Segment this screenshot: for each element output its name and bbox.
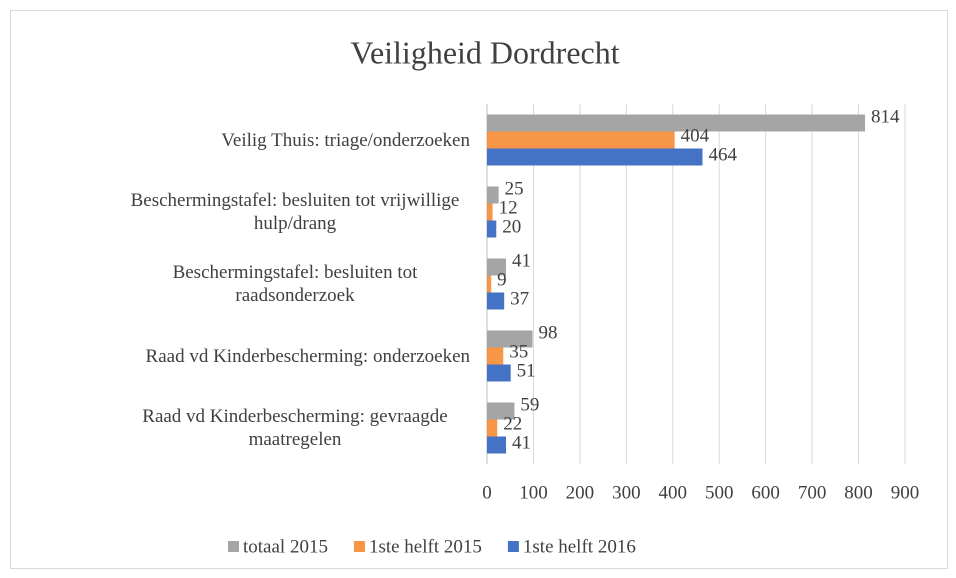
- data-label: 59: [520, 394, 539, 415]
- bar: [487, 275, 492, 293]
- data-label: 464: [709, 144, 738, 165]
- data-label: 22: [503, 413, 522, 434]
- y-tick-label: Raad vd Kinderbescherming: onderzoeken: [145, 345, 470, 367]
- category-label-box: Veilig Thuis: triage/onderzoeken: [0, 104, 470, 176]
- x-tick-label: 800: [844, 482, 873, 503]
- x-tick-label: 200: [566, 482, 595, 503]
- y-tick-label: Raad vd Kinderbescherming: gevraagde maa…: [142, 406, 448, 450]
- bar: [487, 292, 505, 310]
- chart-border: [10, 10, 948, 569]
- x-tick-label: 100: [519, 482, 548, 503]
- category-label-box: Beschermingstafel: besluiten tot raadson…: [0, 248, 470, 320]
- data-label: 20: [502, 216, 521, 237]
- y-tick-label: Veilig Thuis: triage/onderzoeken: [221, 129, 470, 151]
- data-label: 37: [510, 288, 529, 309]
- x-tick-label: 500: [705, 482, 734, 503]
- legend-label: 1ste helft 2015: [369, 536, 482, 557]
- bar: [487, 114, 866, 132]
- bar: [487, 203, 493, 221]
- legend-swatch: [507, 541, 519, 552]
- x-tick-label: 300: [612, 482, 641, 503]
- y-tick-label: Beschermingstafel: besluiten tot raadson…: [172, 262, 418, 306]
- data-label: 35: [509, 341, 528, 362]
- x-tick-label: 900: [891, 482, 920, 503]
- data-label: 41: [512, 432, 531, 453]
- legend-label: 1ste helft 2016: [523, 536, 636, 557]
- legend-swatch: [353, 541, 365, 552]
- category-label-box: Raad vd Kinderbescherming: gevraagde maa…: [0, 392, 470, 464]
- x-tick-label: 0: [482, 482, 492, 503]
- x-tick-label: 700: [798, 482, 827, 503]
- bar: [487, 364, 511, 382]
- data-label: 814: [871, 106, 900, 127]
- chart-title: Veiligheid Dordrecht: [350, 34, 619, 70]
- category-label-box: Beschermingstafel: besluiten tot vrijwil…: [0, 176, 470, 248]
- bar: [487, 330, 533, 348]
- data-label: 9: [497, 269, 507, 290]
- bar: [487, 258, 507, 276]
- data-label: 12: [499, 197, 518, 218]
- data-label: 98: [539, 322, 558, 343]
- legend-label: totaal 2015: [243, 536, 328, 557]
- bar: [487, 419, 498, 437]
- bar: [487, 131, 675, 149]
- bar: [487, 436, 507, 454]
- y-tick-label: Beschermingstafel: besluiten tot vrijwil…: [130, 190, 460, 234]
- bar: [487, 186, 499, 204]
- bar: [487, 402, 515, 420]
- legend-swatch: [228, 541, 239, 552]
- x-tick-label: 400: [659, 482, 688, 503]
- bar: [487, 148, 703, 166]
- data-label: 25: [505, 178, 524, 199]
- data-label: 404: [681, 125, 710, 146]
- bar: [487, 220, 497, 238]
- x-tick-label: 600: [751, 482, 780, 503]
- data-label: 51: [517, 360, 536, 381]
- bar: [487, 347, 504, 365]
- category-label-box: Raad vd Kinderbescherming: onderzoeken: [0, 320, 470, 392]
- data-label: 41: [512, 250, 531, 271]
